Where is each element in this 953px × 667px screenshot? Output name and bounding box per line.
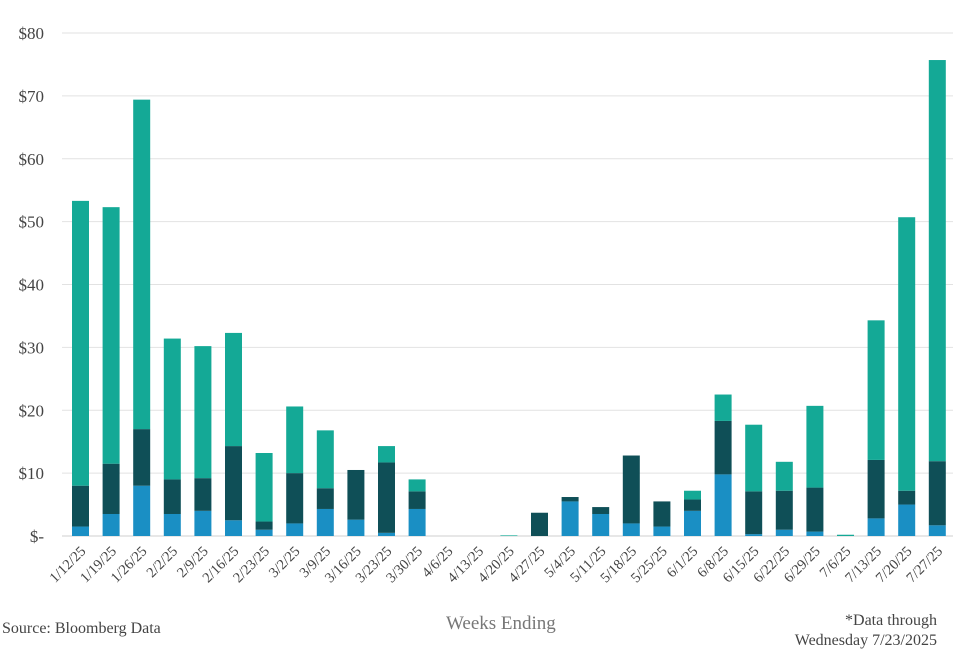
source-note: Source: Bloomberg Data <box>2 620 161 637</box>
bar-segment-series-2 <box>622 455 640 524</box>
y-axis-ticks: $- $10 $20 $30 $40 $50 $60 $70 $80 <box>19 24 45 546</box>
bar-segment-series-3 <box>714 394 732 421</box>
bar-segment-series-3 <box>255 453 273 522</box>
bar-segment-series-3 <box>316 430 334 489</box>
bar-segment-series-1 <box>408 508 426 536</box>
bar-segment-series-3 <box>408 479 426 492</box>
bar-segment-series-3 <box>867 320 885 460</box>
y-tick-label: $60 <box>19 150 45 169</box>
bar-segment-series-2 <box>316 488 334 509</box>
bar-segment-series-2 <box>745 491 763 535</box>
bar-segment-series-3 <box>378 446 395 463</box>
bar-segment-series-1 <box>684 510 701 536</box>
bar-segment-series-2 <box>255 521 273 530</box>
bar-segment-series-3 <box>745 424 763 492</box>
bar-segment-series-2 <box>286 473 304 524</box>
bar-segment-series-1 <box>194 510 212 536</box>
bar-segment-series-3 <box>163 338 181 480</box>
bar-segment-series-2 <box>194 478 212 511</box>
bar-segment-series-2 <box>408 491 426 509</box>
bar-segment-series-1 <box>561 501 579 536</box>
x-tick-label: 6/1/25 <box>664 544 702 582</box>
bar-segment-series-1 <box>714 474 732 536</box>
bar-segment-series-1 <box>255 529 273 536</box>
bar-segment-series-3 <box>775 461 793 491</box>
bar-segment-series-2 <box>378 462 395 533</box>
data-through-line1: *Data through <box>845 612 937 629</box>
bar-segment-series-1 <box>378 532 395 536</box>
bar-segment-series-2 <box>163 479 181 514</box>
bar-segment-series-3 <box>928 60 946 462</box>
bar-segment-series-1 <box>592 513 610 536</box>
bar-segment-series-1 <box>225 520 242 536</box>
bar-segment-series-3 <box>102 207 120 464</box>
bar-segment-series-2 <box>561 497 579 502</box>
y-tick-label: $80 <box>19 24 45 43</box>
bar-segment-series-1 <box>867 518 885 536</box>
bar-segment-series-1 <box>806 531 824 536</box>
y-tick-label: $40 <box>19 276 45 295</box>
bar-segment-series-2 <box>714 420 732 475</box>
bar-segment-series-1 <box>286 523 304 536</box>
bar-segment-series-1 <box>347 519 365 536</box>
bar-segment-series-1 <box>928 525 946 536</box>
bar-segment-series-1 <box>898 504 916 536</box>
x-axis-title: Weeks Ending <box>446 613 556 634</box>
bar-segment-series-1 <box>102 513 120 536</box>
bar-segment-series-2 <box>133 429 151 486</box>
bar-segment-series-2 <box>775 490 793 530</box>
bars <box>72 60 946 536</box>
bar-segment-series-3 <box>806 405 824 488</box>
y-tick-label: $10 <box>19 464 45 483</box>
bar-segment-series-1 <box>163 513 181 536</box>
bar-segment-series-1 <box>316 508 334 536</box>
bar-segment-series-2 <box>102 463 120 514</box>
bar-segment-series-2 <box>653 501 671 527</box>
bar-segment-series-1 <box>72 526 89 536</box>
data-through-note: *Data through Wednesday 7/23/2025 <box>795 611 937 651</box>
x-tick-label: 3/2/25 <box>266 544 304 582</box>
y-tick-label: $70 <box>19 87 45 106</box>
bar-segment-series-3 <box>286 406 304 474</box>
bar-segment-series-3 <box>898 217 916 491</box>
bar-segment-series-3 <box>225 332 242 447</box>
bar-segment-series-2 <box>592 507 610 514</box>
bar-segment-series-3 <box>133 99 151 430</box>
bar-segment-series-2 <box>72 485 89 527</box>
bar-segment-series-3 <box>684 490 701 500</box>
bar-segment-series-3 <box>72 200 89 486</box>
bar-segment-series-2 <box>928 461 946 526</box>
x-tick-label: 2/2/25 <box>144 544 182 582</box>
bar-segment-series-2 <box>806 487 824 532</box>
bar-segment-series-1 <box>745 534 763 536</box>
bar-segment-series-2 <box>347 469 365 520</box>
bar-segment-series-2 <box>225 446 242 521</box>
bar-segment-series-3 <box>500 535 518 536</box>
bar-segment-series-3 <box>837 534 854 536</box>
bar-segment-series-1 <box>653 526 671 536</box>
y-tick-label: $- <box>30 527 45 546</box>
x-axis-ticks: 1/12/251/19/251/26/252/2/252/9/252/16/25… <box>47 544 946 587</box>
bar-segment-series-3 <box>194 346 212 479</box>
bar-segment-series-2 <box>898 490 916 505</box>
bar-segment-series-2 <box>531 512 548 536</box>
bar-segment-series-2 <box>684 499 701 511</box>
bar-segment-series-2 <box>867 459 885 519</box>
y-tick-label: $30 <box>19 338 45 357</box>
y-tick-label: $50 <box>19 213 45 232</box>
bar-segment-series-1 <box>775 529 793 536</box>
bar-segment-series-1 <box>622 523 640 536</box>
bar-segment-series-1 <box>133 485 151 536</box>
y-tick-label: $20 <box>19 401 45 420</box>
data-through-line2: Wednesday 7/23/2025 <box>794 632 937 649</box>
